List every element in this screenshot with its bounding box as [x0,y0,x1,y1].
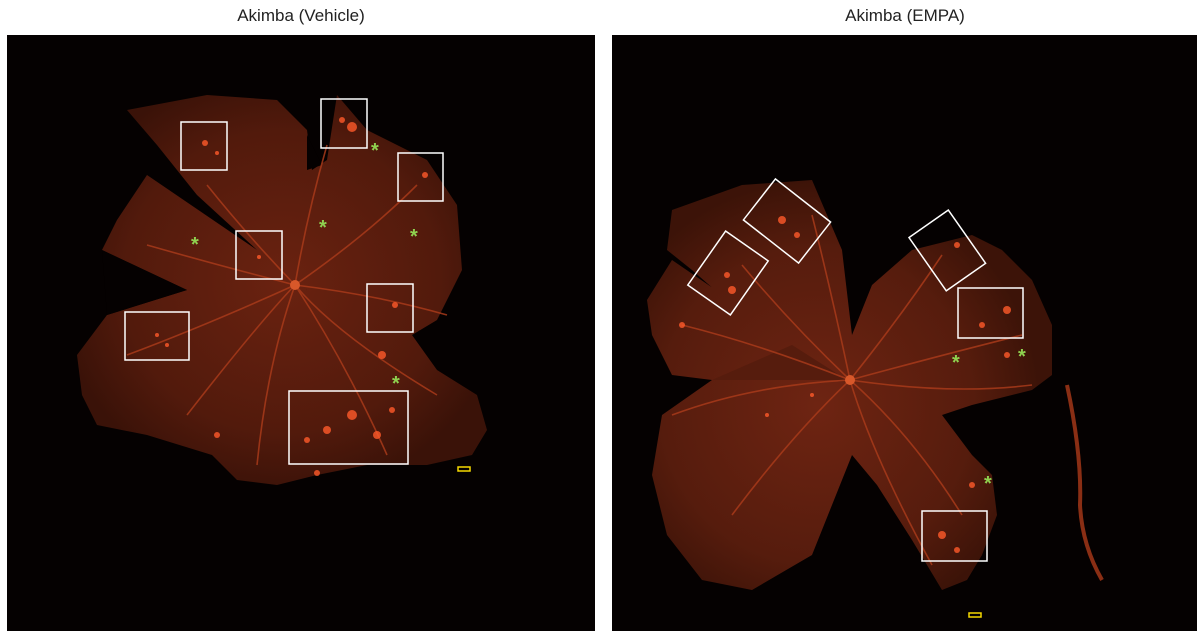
asterisk-marker: * [191,234,199,256]
roi-box [320,98,368,149]
roi-box [397,152,444,202]
asterisk-marker: * [392,373,400,395]
asterisk-marker: * [952,352,960,374]
roi-box [907,208,987,292]
roi-box [921,510,988,562]
asterisk-marker: * [1018,346,1026,368]
asterisk-marker: * [984,473,992,495]
retina-tissue [647,180,1052,590]
roi-box [957,287,1024,339]
panel-title-empa: Akimba (EMPA) [845,6,965,25]
roi-box [180,121,228,171]
asterisk-marker: * [319,217,327,239]
roi-box [686,230,770,316]
roi-box [124,311,190,361]
roi-box [366,283,414,333]
asterisk-marker: * [371,140,379,162]
retina-image-vehicle: * * * * * [7,35,595,631]
roi-box [742,177,832,265]
scale-bar [968,612,982,618]
scale-bar [457,466,471,472]
roi-box [235,230,283,280]
retina-image-empa: * * * [612,35,1197,631]
asterisk-marker: * [410,226,418,248]
roi-box [288,390,409,465]
panel-title-vehicle: Akimba (Vehicle) [237,6,365,25]
